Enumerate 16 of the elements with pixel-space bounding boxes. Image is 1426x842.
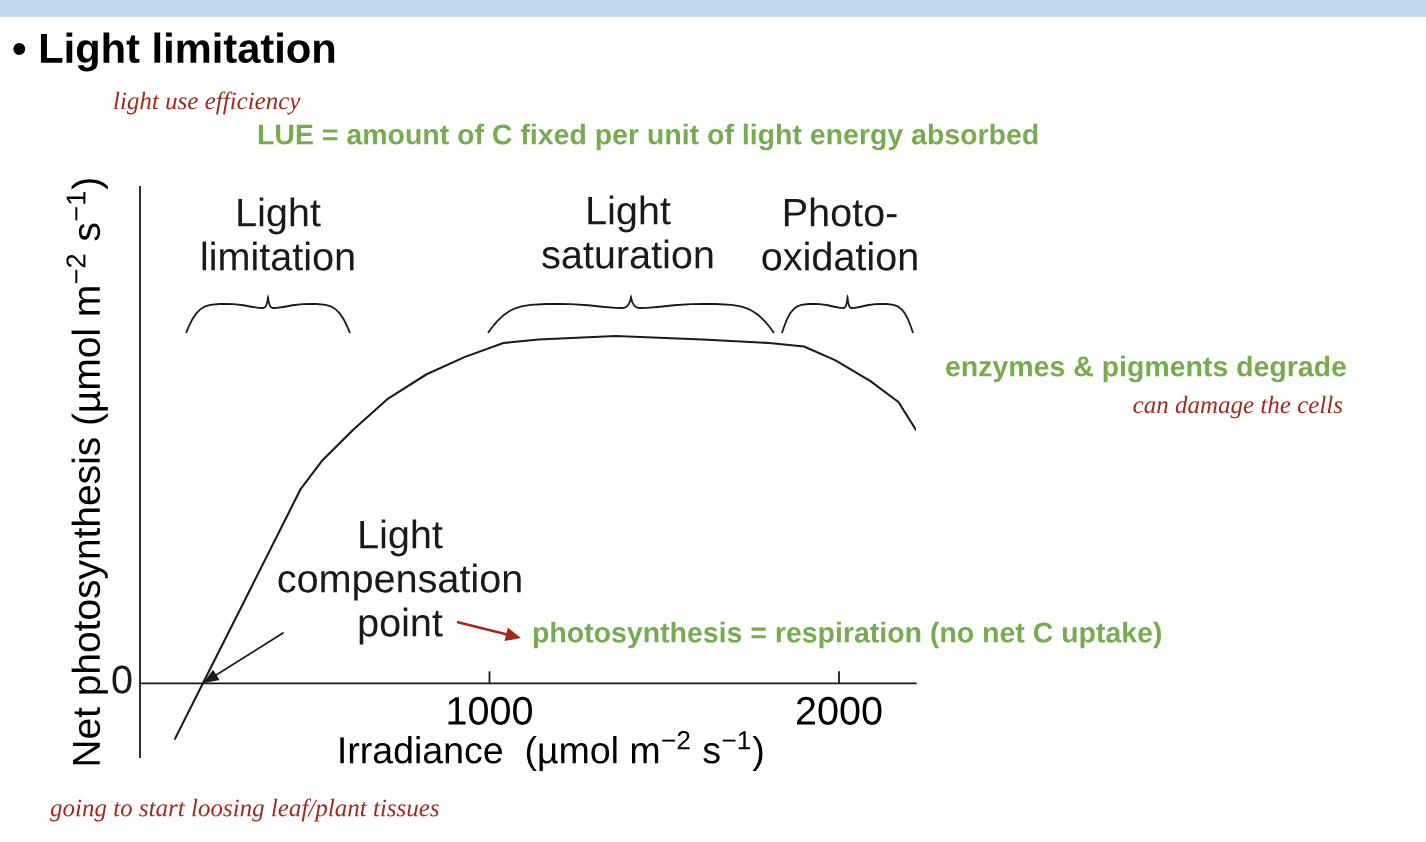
text: Light limitation [202, 197, 354, 271]
text: going to start loosing leaf/plant tissues [50, 798, 439, 822]
annotation: photosynthesis = respiration (no net C uptake) [533, 621, 1161, 649]
text: 0 [112, 665, 132, 694]
annotation: Light compensation point [278, 519, 521, 645]
x-axis-title: Irradiance (µmol m$^{−2}$ s$^{−1}$) [340, 731, 763, 771]
y-axis-title: Net photosynthesis (µmol m$^{−2}$ s$^{−1}$) [66, 179, 108, 765]
text: Photo- oxidation [762, 197, 917, 271]
text: Light saturation [542, 195, 713, 269]
text: LUE = amount of C fixed per unit of light energy absorbed [258, 123, 1038, 151]
x-tick-label: 1000 [448, 696, 532, 725]
chart-title: • Light limitation [13, 32, 335, 72]
text: enzymes & pigments degrade [946, 355, 1346, 383]
text: light use efficiency [114, 91, 301, 115]
x-tick-label: 2000 [796, 696, 882, 725]
text: can damage the cells [1133, 395, 1343, 419]
